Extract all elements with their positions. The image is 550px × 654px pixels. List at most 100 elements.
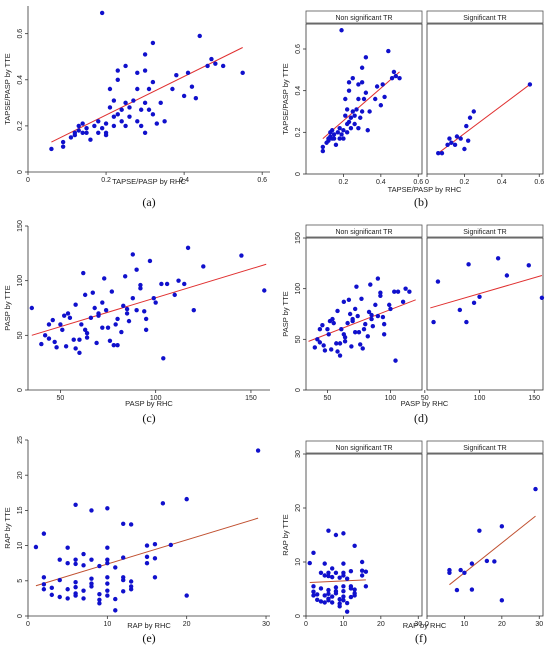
data-point <box>105 581 110 586</box>
data-point <box>123 100 128 106</box>
fit-line <box>437 84 531 154</box>
data-point <box>124 306 130 312</box>
facet-frame <box>426 237 544 391</box>
data-point <box>73 593 78 598</box>
data-point <box>119 119 124 124</box>
data-point <box>62 313 67 318</box>
fit-line <box>308 299 416 342</box>
data-point <box>363 55 369 60</box>
data-point <box>52 339 57 345</box>
data-point <box>435 279 441 284</box>
data-point <box>92 123 97 129</box>
data-point <box>152 575 158 580</box>
y-tick-label: 0.4 <box>17 75 24 85</box>
data-point <box>322 593 327 598</box>
data-point <box>239 253 244 258</box>
data-point <box>358 115 363 120</box>
data-point <box>352 306 358 312</box>
data-point <box>400 299 406 305</box>
data-point <box>335 130 341 135</box>
data-point <box>72 132 78 138</box>
data-point <box>113 596 118 602</box>
data-point <box>168 542 174 548</box>
x-tick-label: 0 <box>425 179 429 186</box>
data-point <box>375 313 381 319</box>
data-point <box>337 604 342 609</box>
y-tick-label: 0 <box>17 170 24 174</box>
data-point <box>350 75 355 81</box>
data-point <box>354 284 359 289</box>
data-point <box>76 123 81 129</box>
data-point <box>71 337 76 342</box>
data-point <box>350 109 355 114</box>
data-point <box>160 501 166 506</box>
data-point <box>352 330 358 335</box>
data-point <box>126 318 132 324</box>
y-axis-title: TAPSE/PASP by TTE <box>3 53 12 125</box>
data-point <box>121 521 126 526</box>
facet-strip-label: Non significant TR <box>335 445 392 452</box>
data-point <box>99 125 105 131</box>
y-axis-title: PASP by TTE <box>3 285 12 330</box>
data-point <box>105 545 110 550</box>
data-point <box>185 70 191 76</box>
data-point <box>359 109 365 114</box>
data-point <box>359 559 365 565</box>
data-point <box>373 302 378 308</box>
data-point <box>84 130 89 136</box>
data-point <box>337 597 342 602</box>
data-point <box>201 264 206 269</box>
data-point <box>318 599 324 604</box>
data-point <box>185 245 191 251</box>
data-point <box>320 322 325 328</box>
data-point <box>334 341 339 346</box>
data-point <box>527 82 533 87</box>
data-point <box>60 327 65 333</box>
data-point <box>144 543 150 548</box>
data-point <box>189 84 195 89</box>
data-point <box>77 337 82 342</box>
data-point <box>57 557 62 562</box>
data-point <box>322 348 328 353</box>
data-point <box>391 69 397 75</box>
data-point <box>105 593 110 598</box>
data-point <box>346 119 352 125</box>
data-point <box>322 561 327 566</box>
x-tick-label: 0.6 <box>257 177 267 184</box>
data-point <box>46 322 52 327</box>
data-point <box>115 316 120 322</box>
data-point <box>146 107 152 112</box>
facet-strip <box>426 440 544 454</box>
data-point <box>89 576 94 581</box>
facet-strip-label: Significant TR <box>463 15 506 22</box>
data-point <box>41 575 47 580</box>
data-point <box>359 65 365 70</box>
data-point <box>315 592 320 597</box>
data-point <box>365 128 370 133</box>
x-tick-label: 0.2 <box>460 179 470 186</box>
y-tick-label: 20 <box>295 504 302 512</box>
data-point <box>121 303 126 309</box>
data-point <box>322 573 327 578</box>
x-tick-label: 0.4 <box>497 179 507 186</box>
data-point <box>89 508 94 513</box>
data-point <box>439 150 445 156</box>
data-point <box>333 532 339 538</box>
data-point <box>130 252 136 257</box>
data-point <box>161 356 166 361</box>
data-point <box>49 592 55 598</box>
data-point <box>457 307 463 313</box>
data-point <box>392 289 397 294</box>
data-point <box>105 575 110 580</box>
data-point <box>477 528 482 533</box>
data-point <box>348 594 354 600</box>
data-point <box>115 68 120 73</box>
data-point <box>213 61 218 66</box>
data-point <box>119 329 124 335</box>
data-point <box>363 321 368 327</box>
y-tick-label: 25 <box>17 436 24 444</box>
data-point <box>176 278 181 283</box>
x-tick-label: 20 <box>377 621 385 628</box>
x-tick-label: 20 <box>498 621 506 628</box>
data-point <box>454 587 460 593</box>
